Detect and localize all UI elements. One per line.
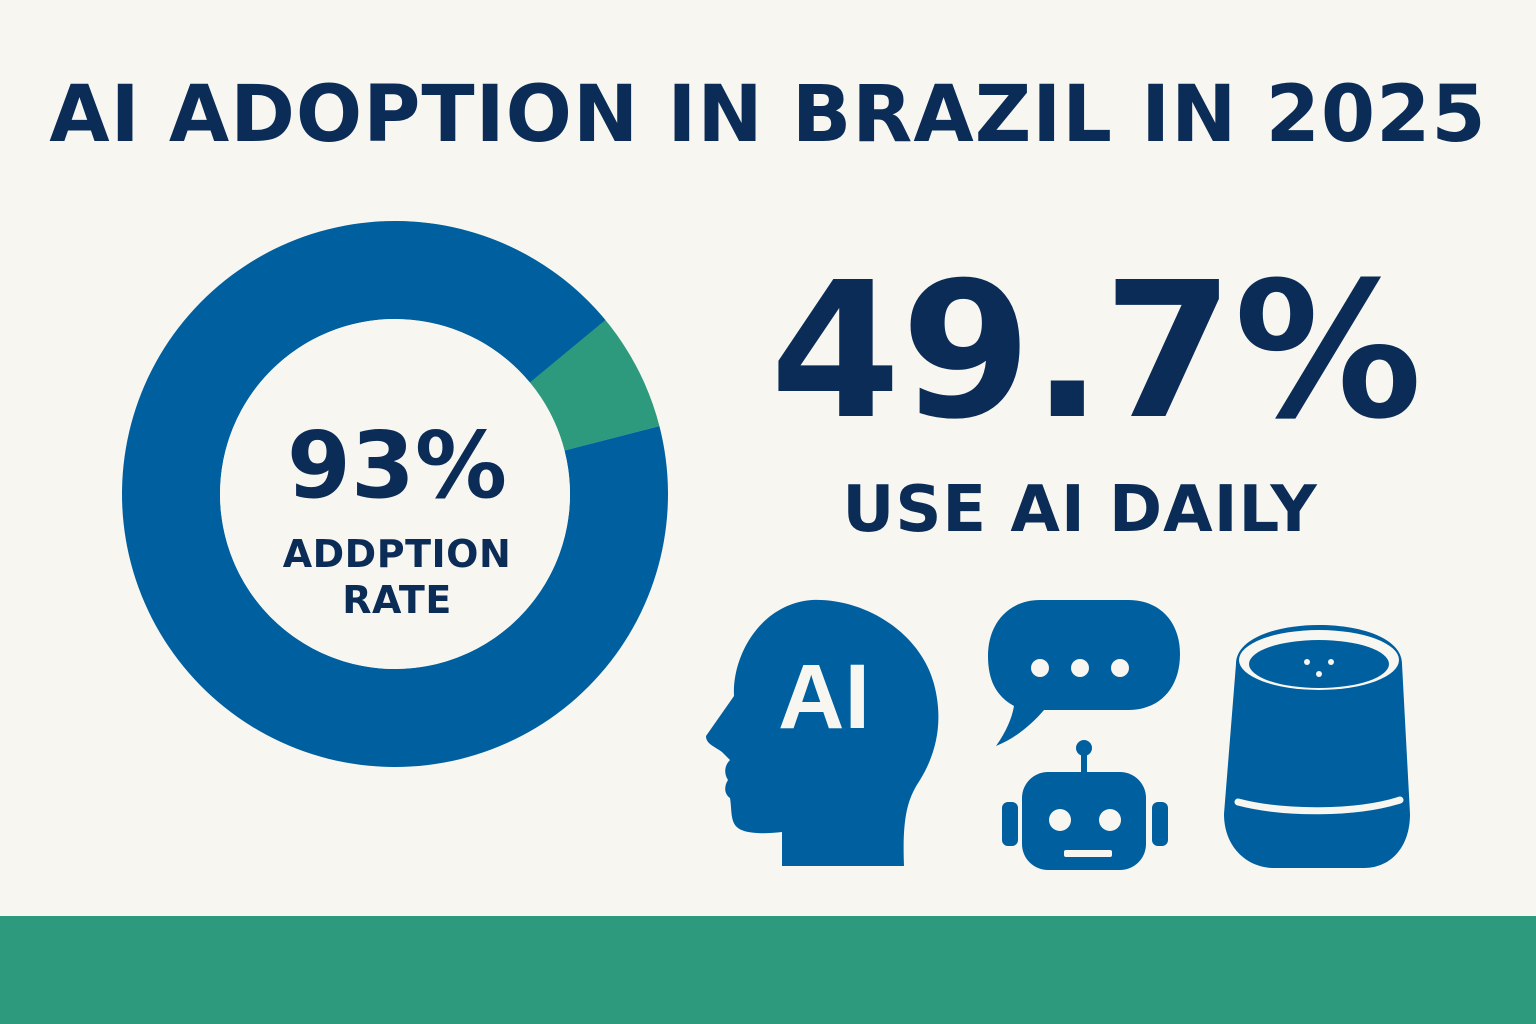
daily-use-caption: USE AI DAILY	[842, 473, 1318, 547]
adoption-rate-caption: ADDPTION RATE	[222, 532, 572, 623]
donut-center-label: 93% ADDPTION RATE	[222, 400, 572, 623]
adoption-rate-value: 93%	[286, 412, 508, 519]
donut-slice-adoption	[122, 221, 668, 768]
svg-text:AI: AI	[778, 646, 870, 748]
page-title: AI ADOPTION IN BRAZIL IN 2025	[49, 70, 1487, 160]
footer-band	[0, 916, 1536, 1024]
donut-hole	[220, 319, 570, 669]
chat-bubble-icon	[988, 600, 1180, 746]
daily-use-value: 49.7%	[770, 242, 1423, 461]
ai-head-icon: AI	[706, 599, 939, 866]
robot-icon	[1002, 740, 1168, 870]
adoption-rate-caption-line-1: ADDPTION	[282, 532, 512, 576]
donut-chart	[122, 221, 668, 768]
smart-speaker-icon	[1224, 625, 1410, 868]
adoption-rate-caption-line-2: RATE	[342, 577, 452, 622]
